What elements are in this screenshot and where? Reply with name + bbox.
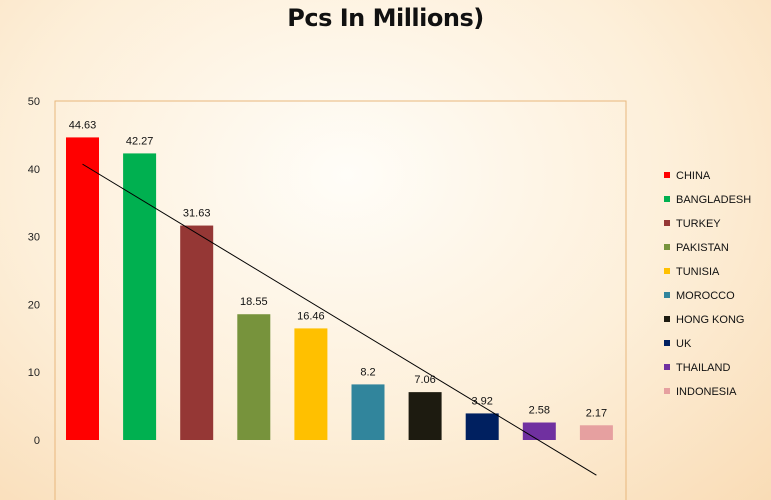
y-tick-label: 20: [28, 299, 40, 311]
legend-label: THAILAND: [676, 362, 730, 374]
data-label: 2.58: [529, 405, 550, 417]
bar-hong-kong: [408, 392, 442, 440]
bars: [66, 137, 613, 440]
data-label: 16.46: [297, 310, 325, 322]
legend-swatch: [664, 388, 670, 394]
bar-thailand: [522, 422, 556, 440]
y-tick-label: 0: [34, 435, 40, 447]
legend-swatch: [664, 196, 670, 202]
chart-title: Pcs In Millions): [287, 4, 484, 32]
data-label: 7.06: [414, 374, 435, 386]
plot-area-frame: [54, 100, 627, 500]
y-tick-label: 50: [28, 96, 40, 108]
data-label: 8.2: [360, 366, 375, 378]
data-label: 42.27: [126, 135, 154, 147]
bar-china: [66, 137, 99, 440]
legend-swatch: [664, 316, 670, 322]
legend-swatch: [664, 364, 670, 370]
legend-swatch: [664, 172, 670, 178]
legend: CHINA BANGLADESH TURKEY PAKISTAN TUNISIA MORO…: [664, 170, 751, 398]
legend-swatch: [664, 340, 670, 346]
bar-morocco: [351, 384, 385, 440]
legend-swatch: [664, 292, 670, 298]
bar-tunisia: [294, 328, 328, 440]
y-axis: 0 10 20 30 40 50: [28, 96, 40, 447]
legend-label: TURKEY: [676, 218, 721, 230]
data-label: 31.63: [183, 208, 211, 220]
legend-label: HONG KONG: [676, 314, 744, 326]
data-labels: 44.63 42.27 31.63 18.55 16.46 8.2 7.06 3.92 2.58…: [69, 119, 607, 419]
bar-uk: [465, 413, 499, 440]
trendline: [82, 163, 597, 476]
bar-indonesia: [579, 425, 613, 440]
legend-label: MOROCCO: [676, 290, 735, 302]
data-label: 18.55: [240, 296, 268, 308]
data-label: 44.63: [69, 119, 97, 131]
bar-pakistan: [237, 314, 271, 440]
legend-label: TUNISIA: [676, 266, 720, 278]
y-tick-label: 40: [28, 164, 40, 176]
data-label: 2.17: [586, 407, 607, 419]
legend-swatch: [664, 268, 670, 274]
legend-label: PAKISTAN: [676, 242, 729, 254]
legend-label: BANGLADESH: [676, 194, 751, 206]
legend-label: UK: [676, 338, 692, 350]
legend-swatch: [664, 244, 670, 250]
bar-bangladesh: [123, 153, 157, 440]
y-tick-label: 10: [28, 367, 40, 379]
bar-turkey: [180, 225, 214, 440]
legend-swatch: [664, 220, 670, 226]
y-tick-label: 30: [28, 232, 40, 244]
legend-label: CHINA: [676, 170, 711, 182]
legend-label: INDONESIA: [676, 386, 737, 398]
data-label: 3.92: [471, 395, 492, 407]
